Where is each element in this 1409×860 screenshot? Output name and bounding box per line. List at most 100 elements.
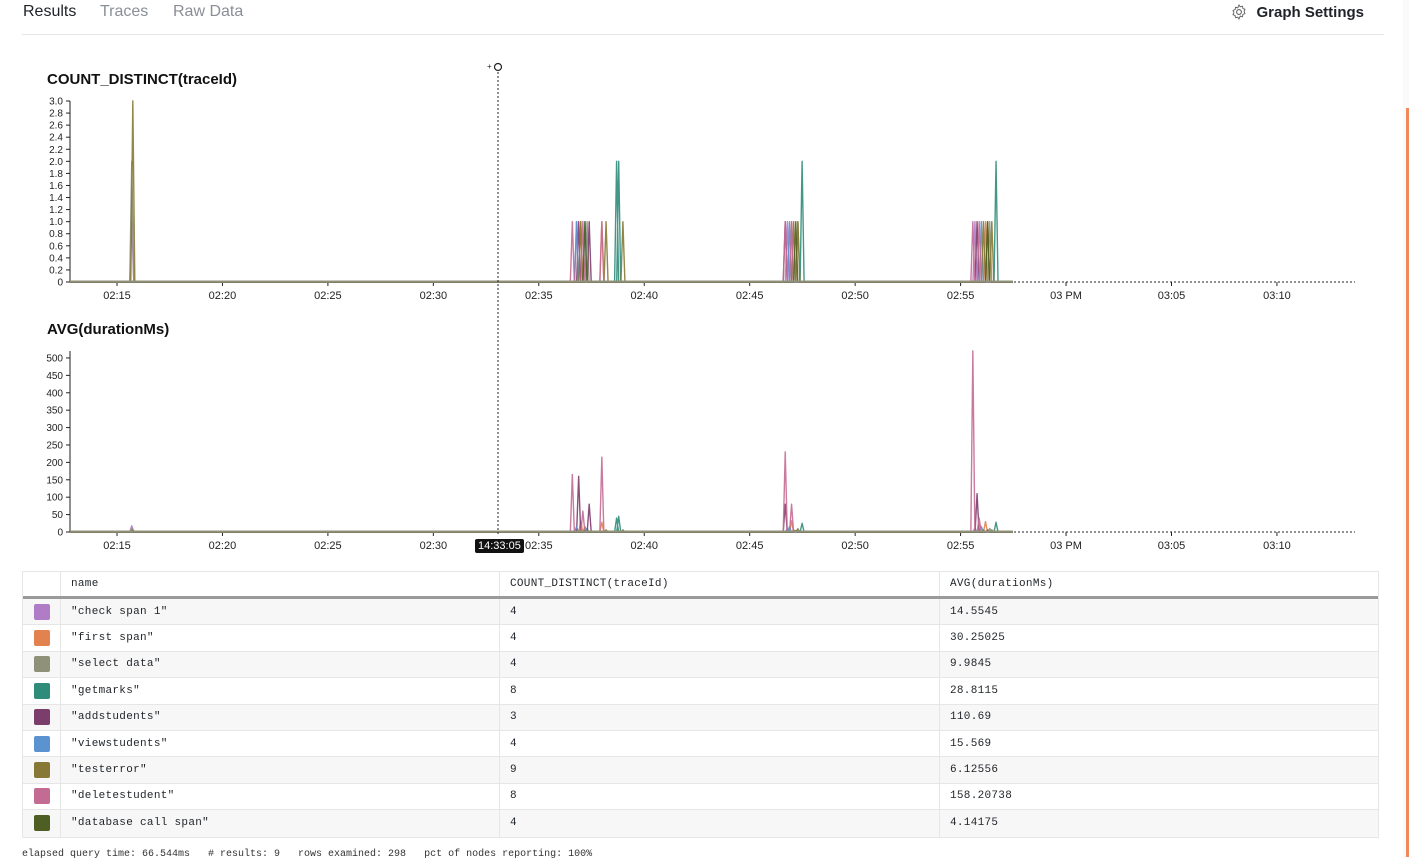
y-tick-label: 2.2 [49, 145, 63, 156]
series-color-swatch[interactable] [33, 788, 50, 805]
series-color-swatch[interactable] [33, 709, 50, 726]
row-avg-cell: 14.5545 [939, 599, 1378, 625]
x-tick-label: 03:10 [1263, 540, 1291, 552]
graph-settings-button[interactable]: Graph Settings [1230, 3, 1364, 21]
series-color-swatch[interactable] [33, 762, 50, 779]
table-row[interactable]: "database call span" 4 4.14175 [23, 810, 1378, 837]
x-tick-label: 03 PM [1050, 290, 1082, 302]
x-tick-label: 02:40 [630, 540, 658, 552]
x-tick-label: 02:30 [420, 290, 448, 302]
table-body: "check span 1" 4 14.5545 "first span" 4 30.25… [23, 599, 1378, 837]
x-tick-label: 02:15 [103, 290, 131, 302]
row-count-cell: 4 [499, 810, 939, 837]
y-tick-label: 0.2 [49, 265, 63, 276]
row-count-cell: 8 [499, 678, 939, 704]
column-header-name[interactable]: name [60, 572, 499, 596]
series-color-swatch[interactable] [33, 603, 50, 620]
series-color-swatch[interactable] [33, 815, 50, 832]
x-tick-label: 03:10 [1263, 290, 1291, 302]
x-tick-label: 02:35 [525, 290, 553, 302]
y-tick-label: 3.0 [49, 97, 63, 108]
count-distinct-chart[interactable]: 3.02.82.62.42.22.01.81.61.41.21.00.80.60… [0, 90, 1380, 310]
series-line-database-call-span[interactable] [70, 220, 1013, 283]
x-tick-label: 02:20 [209, 540, 237, 552]
row-name-cell: "viewstudents" [60, 730, 499, 757]
row-count-cell: 4 [499, 625, 939, 651]
row-count-cell: 4 [499, 651, 939, 678]
gear-icon [1232, 4, 1246, 20]
row-avg-cell: 28.8115 [939, 678, 1378, 704]
y-tick-label: 450 [46, 371, 63, 382]
series-color-swatch[interactable] [33, 656, 50, 673]
row-name-cell: "first span" [60, 625, 499, 651]
results-tab-bar: Results Traces Raw Data Graph Settings [22, 0, 1384, 35]
y-tick-label: 1.0 [49, 217, 63, 228]
row-avg-cell: 4.14175 [939, 810, 1378, 837]
x-tick-label: 02:20 [209, 290, 237, 302]
column-header-avg-duration[interactable]: AVG(durationMs) [939, 572, 1378, 596]
crosshair-cursor[interactable]: + [0, 58, 1380, 538]
table-row[interactable]: "getmarks" 8 28.8115 [23, 678, 1378, 705]
y-tick-label: 1.4 [49, 193, 63, 204]
y-tick-label: 1.2 [49, 205, 63, 216]
row-name-cell: "addstudents" [60, 704, 499, 730]
tab-traces[interactable]: Traces [100, 3, 149, 20]
series-color-swatch[interactable] [33, 682, 50, 699]
tab-results[interactable]: Results [23, 3, 77, 20]
y-tick-label: 2.6 [49, 121, 63, 132]
y-tick-label: 500 [46, 353, 63, 364]
y-tick-label: 2.4 [49, 133, 63, 144]
y-tick-label: 250 [46, 440, 63, 451]
y-tick-label: 1.6 [49, 181, 63, 192]
x-tick-label: 02:45 [736, 540, 764, 552]
table-row[interactable]: "viewstudents" 4 15.569 [23, 730, 1378, 758]
page-scrollbar-thumb[interactable] [1406, 108, 1409, 857]
row-name-cell: "database call span" [60, 810, 499, 837]
series-color-swatch[interactable] [33, 735, 50, 752]
x-tick-label: 02:40 [630, 290, 658, 302]
x-tick-label: 03 PM [1050, 540, 1082, 552]
row-color-cell [23, 599, 60, 624]
x-tick-label: 03:05 [1158, 290, 1186, 302]
y-tick-label: 0 [57, 528, 63, 539]
row-avg-cell: 9.9845 [939, 651, 1378, 678]
table-row[interactable]: "deletestudent" 8 158.20738 [23, 783, 1378, 811]
table-row[interactable]: "select data" 4 9.9845 [23, 651, 1378, 679]
tab-raw-data[interactable]: Raw Data [173, 3, 244, 20]
x-tick-label: 02:15 [103, 540, 131, 552]
y-tick-label: 0.4 [49, 253, 63, 264]
table-row[interactable]: "testerror" 9 6.12556 [23, 757, 1378, 784]
cursor-time-label: 14:33:05 [475, 539, 524, 553]
row-name-cell: "getmarks" [60, 678, 499, 704]
x-tick-label: 02:30 [420, 540, 448, 552]
y-tick-label: 0.6 [49, 241, 63, 252]
row-avg-cell: 30.25025 [939, 625, 1378, 651]
y-tick-label: 350 [46, 406, 63, 417]
crosshair-plus-icon: + [487, 62, 492, 71]
row-name-cell: "check span 1" [60, 599, 499, 625]
y-tick-label: 2.8 [49, 109, 63, 120]
x-tick-label: 02:35 [525, 540, 553, 552]
row-color-cell [23, 625, 60, 650]
results-table: name COUNT_DISTINCT(traceId) AVG(duratio… [22, 571, 1379, 838]
row-avg-cell: 6.12556 [939, 757, 1378, 783]
table-row[interactable]: "addstudents" 3 110.69 [23, 704, 1378, 731]
x-tick-label: 02:55 [947, 540, 975, 552]
row-color-cell [23, 731, 60, 756]
y-tick-label: 50 [52, 510, 64, 521]
crosshair-handle-icon[interactable] [493, 62, 503, 72]
table-row[interactable]: "first span" 4 30.25025 [23, 625, 1378, 652]
page-scrollbar[interactable] [1403, 0, 1409, 857]
row-avg-cell: 158.20738 [939, 783, 1378, 810]
row-count-cell: 9 [499, 757, 939, 783]
table-row[interactable]: "check span 1" 4 14.5545 [23, 599, 1378, 626]
chart-title-count-distinct: COUNT_DISTINCT(traceId) [47, 71, 238, 88]
column-header-count-distinct[interactable]: COUNT_DISTINCT(traceId) [499, 572, 939, 596]
series-color-swatch[interactable] [33, 630, 50, 647]
y-tick-label: 150 [46, 475, 63, 486]
row-name-cell: "testerror" [60, 757, 499, 783]
table-header: name COUNT_DISTINCT(traceId) AVG(duratio… [23, 572, 1378, 599]
row-color-cell [23, 652, 60, 677]
row-name-cell: "deletestudent" [60, 783, 499, 810]
